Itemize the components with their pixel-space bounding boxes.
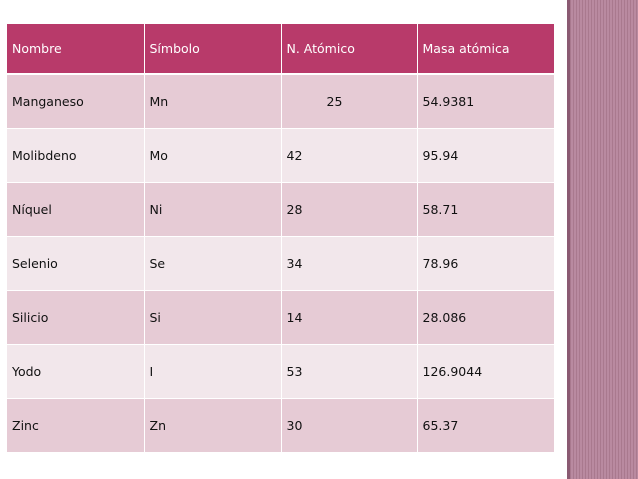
cell-simbolo: Si xyxy=(143,289,281,344)
cell-numero-atomico: 53 xyxy=(280,343,417,398)
cell-masa-atomica: 54.9381 xyxy=(416,73,554,128)
elements-table: Nombre Símbolo N. Atómico Masa atómica M… xyxy=(7,24,554,452)
cell-simbolo: Mn xyxy=(143,73,281,128)
cell-nombre: Silicio xyxy=(7,289,144,344)
table-header-row: Nombre Símbolo N. Atómico Masa atómica xyxy=(7,24,554,75)
header-simbolo: Símbolo xyxy=(143,24,281,75)
decorative-side-bar xyxy=(567,0,638,479)
table-row: Manganeso Mn 25 54.9381 xyxy=(7,73,554,128)
cell-masa-atomica: 95.94 xyxy=(416,127,554,182)
table-row: Níquel Ni 28 58.71 xyxy=(7,181,554,236)
cell-nombre: Manganeso xyxy=(7,73,144,128)
cell-simbolo: Se xyxy=(143,235,281,290)
cell-numero-atomico: 34 xyxy=(280,235,417,290)
cell-numero-atomico: 14 xyxy=(280,289,417,344)
cell-masa-atomica: 58.71 xyxy=(416,181,554,236)
header-nombre: Nombre xyxy=(7,24,144,75)
table-row: Zinc Zn 30 65.37 xyxy=(7,397,554,452)
cell-simbolo: Ni xyxy=(143,181,281,236)
cell-nombre: Selenio xyxy=(7,235,144,290)
cell-masa-atomica: 126.9044 xyxy=(416,343,554,398)
cell-masa-atomica: 28.086 xyxy=(416,289,554,344)
cell-nombre: Zinc xyxy=(7,397,144,452)
table-row: Silicio Si 14 28.086 xyxy=(7,289,554,344)
cell-simbolo: Zn xyxy=(143,397,281,452)
cell-nombre: Molibdeno xyxy=(7,127,144,182)
header-masa-atomica: Masa atómica xyxy=(416,24,554,75)
header-numero-atomico: N. Atómico xyxy=(280,24,417,75)
cell-numero-atomico: 30 xyxy=(280,397,417,452)
cell-numero-atomico: 28 xyxy=(280,181,417,236)
cell-masa-atomica: 78.96 xyxy=(416,235,554,290)
cell-masa-atomica: 65.37 xyxy=(416,397,554,452)
cell-numero-atomico: 25 xyxy=(280,73,417,128)
cell-nombre: Yodo xyxy=(7,343,144,398)
cell-numero-atomico: 42 xyxy=(280,127,417,182)
table-row: Molibdeno Mo 42 95.94 xyxy=(7,127,554,182)
cell-nombre: Níquel xyxy=(7,181,144,236)
cell-simbolo: I xyxy=(143,343,281,398)
table-row: Selenio Se 34 78.96 xyxy=(7,235,554,290)
cell-simbolo: Mo xyxy=(143,127,281,182)
table-row: Yodo I 53 126.9044 xyxy=(7,343,554,398)
